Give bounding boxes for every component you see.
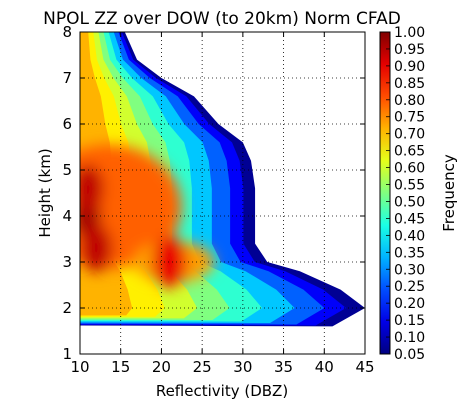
- x-tick-label: 25: [193, 358, 212, 376]
- x-tick-label: 20: [152, 358, 171, 376]
- x-axis-ticks: 10 15 20 25 30 35 40 45: [70, 32, 375, 376]
- colorbar-tick-label: 0.90: [394, 59, 425, 75]
- peak-region-4: [152, 236, 187, 288]
- y-tick-label: 6: [62, 115, 72, 133]
- colorbar-tick-label: 0.60: [394, 161, 425, 177]
- y-tick-label: 4: [62, 207, 72, 225]
- colorbar-tick-label: 0.35: [394, 245, 425, 261]
- x-tick-label: 45: [355, 358, 374, 376]
- colorbar-label: Frequency: [440, 154, 458, 232]
- colorbar-tick-label: 0.25: [394, 279, 425, 295]
- plot-frame: [79, 31, 366, 355]
- colorbar-tick-label: 0.05: [394, 347, 425, 363]
- colorbar-tick-label: 0.15: [394, 313, 425, 329]
- y-axis-label: Height (km): [36, 148, 54, 237]
- colorbar-tick-label: 0.10: [394, 330, 425, 346]
- grid-lines: [80, 32, 365, 354]
- x-tick-label: 15: [111, 358, 130, 376]
- chart-title: NPOL ZZ over DOW (to 20km) Norm CFAD: [43, 9, 401, 29]
- colorbar-tick-label: 0.55: [394, 178, 425, 194]
- colorbar-tick-label: 0.50: [394, 194, 425, 210]
- colorbar-tick-label: 0.85: [394, 76, 425, 92]
- y-tick-label: 7: [62, 69, 72, 87]
- y-tick-label: 1: [62, 345, 72, 363]
- colorbar-tick-label: 0.45: [394, 211, 425, 227]
- colorbar-tick-label: 0.70: [394, 127, 425, 143]
- colorbar-ticks: 0.050.100.150.200.250.300.350.400.450.50…: [386, 25, 425, 363]
- contour-fill: [80, 32, 365, 327]
- peak-region-3: [80, 224, 112, 272]
- colorbar-tick-label: 0.95: [394, 42, 425, 58]
- y-tick-label: 5: [62, 161, 72, 179]
- colorbar-tick-label: 0.75: [394, 110, 425, 126]
- plot-area: [80, 32, 365, 354]
- colorbar-tick-label: 1.00: [394, 25, 425, 41]
- colorbar-tick-label: 0.65: [394, 144, 425, 160]
- colorbar-tick-label: 0.20: [394, 296, 425, 312]
- colorbar-tick-label: 0.30: [394, 262, 425, 278]
- y-axis-ticks: 1 2 3 4 5 6 7 8: [62, 23, 365, 363]
- y-tick-label: 3: [62, 253, 72, 271]
- colorbar-tick-label: 0.40: [394, 228, 425, 244]
- x-tick-label: 35: [274, 358, 293, 376]
- colorbar-gradient: [379, 31, 391, 355]
- colorbar: 0.050.100.150.200.250.300.350.400.450.50…: [379, 25, 458, 363]
- x-axis-label: Reflectivity (DBZ): [156, 382, 288, 400]
- x-tick-label: 10: [70, 358, 89, 376]
- peak-region-2: [80, 164, 104, 213]
- x-tick-label: 40: [315, 358, 334, 376]
- colorbar-tick-label: 0.80: [394, 93, 425, 109]
- x-tick-label: 30: [233, 358, 252, 376]
- peak-regions: [80, 144, 215, 288]
- y-tick-label: 2: [62, 299, 72, 317]
- y-tick-label: 8: [62, 23, 72, 41]
